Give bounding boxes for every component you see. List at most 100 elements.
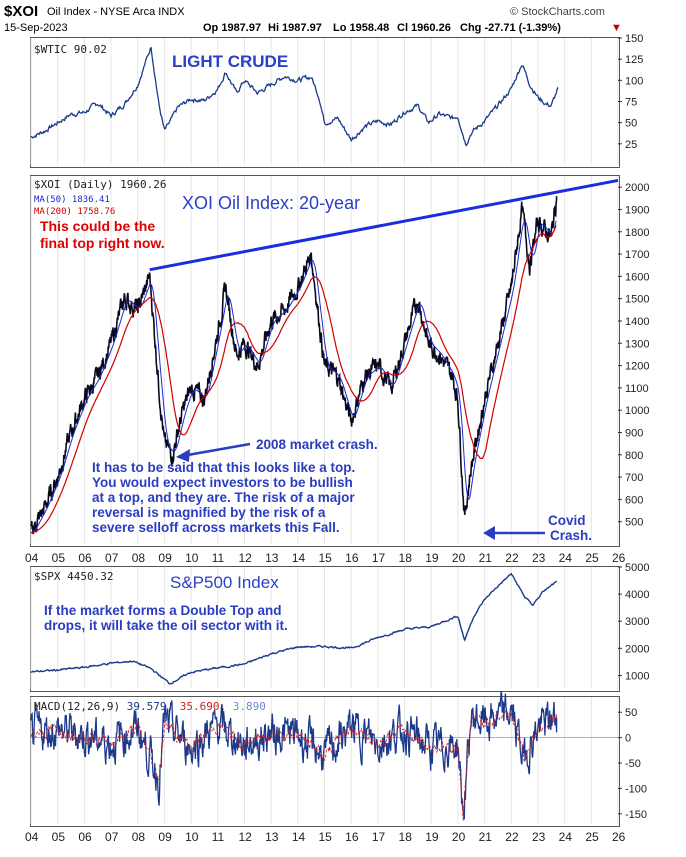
xoi-ytick-label: 1900 [625, 204, 649, 216]
year-label-mid: 20 [452, 551, 466, 565]
note-body-line2: You would expect investors to be bullish [92, 475, 353, 490]
year-label-bottom: 25 [585, 830, 599, 844]
note-body-line1: It has to be said that this looks like a… [92, 460, 356, 475]
open-value: Op 1987.97 [203, 22, 262, 34]
macd-legend-label: MACD(12,26,9) [34, 700, 121, 713]
year-label-bottom: 18 [399, 830, 413, 844]
index-name: Oil Index - NYSE Arca INDX [47, 6, 185, 18]
xoi-ytick-label: 1600 [625, 271, 649, 283]
note-body-line3: at a top, and they are. The risk of a ma… [92, 490, 355, 505]
xoi-ma50-line [30, 220, 557, 534]
year-label-mid: 15 [319, 551, 333, 565]
xoi-ytick-label: 1100 [625, 383, 649, 395]
year-label-mid: 23 [532, 551, 546, 565]
year-label-mid: 05 [52, 551, 66, 565]
crash-arrow-shaft [181, 442, 251, 458]
year-label-mid: 21 [479, 551, 493, 565]
xoi-title: XOI Oil Index: 20-year [182, 193, 361, 213]
year-label-mid: 04 [25, 551, 39, 565]
note-covid-line1: Covid [548, 513, 586, 528]
year-label-bottom: 23 [532, 830, 546, 844]
year-label-mid: 06 [78, 551, 92, 565]
xoi-ytick-label: 1000 [625, 405, 649, 417]
year-label-mid: 26 [612, 551, 626, 565]
macd-ytick-label: 50 [625, 707, 637, 719]
close-value: Cl 1960.26 [397, 22, 451, 34]
ma50-legend: MA(50) 1836.41 [34, 195, 110, 205]
chart-date: 15-Sep-2023 [4, 22, 68, 34]
year-label-bottom: 13 [265, 830, 279, 844]
hist-value: 3.890 [232, 700, 266, 713]
xoi-ytick-label: 1300 [625, 338, 649, 350]
ma200-legend: MA(200) 1758.76 [34, 207, 116, 217]
year-label-mid: 18 [399, 551, 413, 565]
crude-ytick-label: 75 [625, 97, 637, 109]
year-label-bottom: 24 [559, 830, 573, 844]
xoi-ytick-label: 900 [625, 427, 643, 439]
macd-signal-line [30, 710, 558, 821]
year-label-bottom: 26 [612, 830, 626, 844]
year-label-mid: 08 [132, 551, 146, 565]
year-label-mid: 13 [265, 551, 279, 565]
crude-title: LIGHT CRUDE [172, 52, 289, 71]
crude-line [30, 46, 559, 147]
crude-ytick-label: 100 [625, 75, 643, 87]
macd-ytick-label: -50 [625, 758, 641, 770]
xoi-ytick-label: 600 [625, 494, 643, 506]
low-value: Lo 1958.48 [333, 22, 390, 34]
xoi-ytick-label: 1800 [625, 227, 649, 239]
year-label-bottom: 04 [25, 830, 39, 844]
macd-ytick-label: -150 [625, 809, 647, 821]
note-top-line2: final top right now. [40, 235, 165, 251]
year-label-mid: 14 [292, 551, 306, 565]
year-label-mid: 09 [158, 551, 172, 565]
year-label-bottom: 08 [132, 830, 146, 844]
year-label-bottom: 14 [292, 830, 306, 844]
macd-value: 39.579 [126, 700, 167, 713]
note-body-line4: reversal is magnified by the risk of a [92, 505, 326, 520]
year-label-bottom: 09 [158, 830, 172, 844]
year-label-bottom: 12 [238, 830, 252, 844]
crude-ytick-label: 150 [625, 33, 643, 45]
change-value: Chg -27.71 (-1.39%) [460, 22, 561, 34]
year-label-mid: 24 [559, 551, 573, 565]
note-covid-line2: Crash. [550, 528, 593, 543]
year-label-bottom: 19 [425, 830, 439, 844]
xoi-legend: $XOI (Daily) 1960.26 [34, 178, 167, 191]
resistance-trendline [149, 178, 619, 272]
macd-legend: MACD(12,26,9) 39.579, 35.690, 3.890 [34, 700, 266, 713]
year-label-bottom: 10 [185, 830, 199, 844]
year-label-mid: 12 [238, 551, 252, 565]
year-label-bottom: 16 [345, 830, 359, 844]
year-label-mid: 25 [585, 551, 599, 565]
signal-value: 35.690 [179, 700, 220, 713]
xoi-ytick-label: 1500 [625, 294, 649, 306]
xoi-ytick-label: 1700 [625, 249, 649, 261]
covid-arrow-head [483, 526, 495, 540]
year-label-bottom: 15 [319, 830, 333, 844]
year-label-bottom: 17 [372, 830, 386, 844]
symbol: $XOI [4, 3, 39, 20]
spx-ytick-label: 4000 [625, 589, 649, 601]
xoi-ytick-label: 2000 [625, 182, 649, 194]
year-label-mid: 22 [505, 551, 519, 565]
crude-legend: $WTIC 90.02 [34, 43, 107, 56]
spx-title: S&P500 Index [170, 573, 279, 592]
macd-line [30, 690, 558, 820]
year-label-mid: 10 [185, 551, 199, 565]
spx-line [30, 572, 558, 685]
note-crash: 2008 market crash. [256, 437, 378, 452]
year-label-bottom: 07 [105, 830, 119, 844]
xoi-ma200-line [30, 225, 557, 534]
high-value: Hi 1987.97 [268, 22, 322, 34]
macd-ytick-label: 0 [625, 733, 631, 745]
year-label-bottom: 05 [52, 830, 66, 844]
year-label-bottom: 11 [212, 830, 225, 844]
spx-ytick-label: 3000 [625, 616, 649, 628]
watermark: © StockCharts.com [510, 6, 605, 18]
spx-legend: $SPX 4450.32 [34, 570, 114, 583]
crash-arrow-head [176, 449, 190, 462]
macd-ytick-label: -100 [625, 783, 647, 795]
year-label-bottom: 21 [479, 830, 493, 844]
spx-ytick-label: 2000 [625, 643, 649, 655]
